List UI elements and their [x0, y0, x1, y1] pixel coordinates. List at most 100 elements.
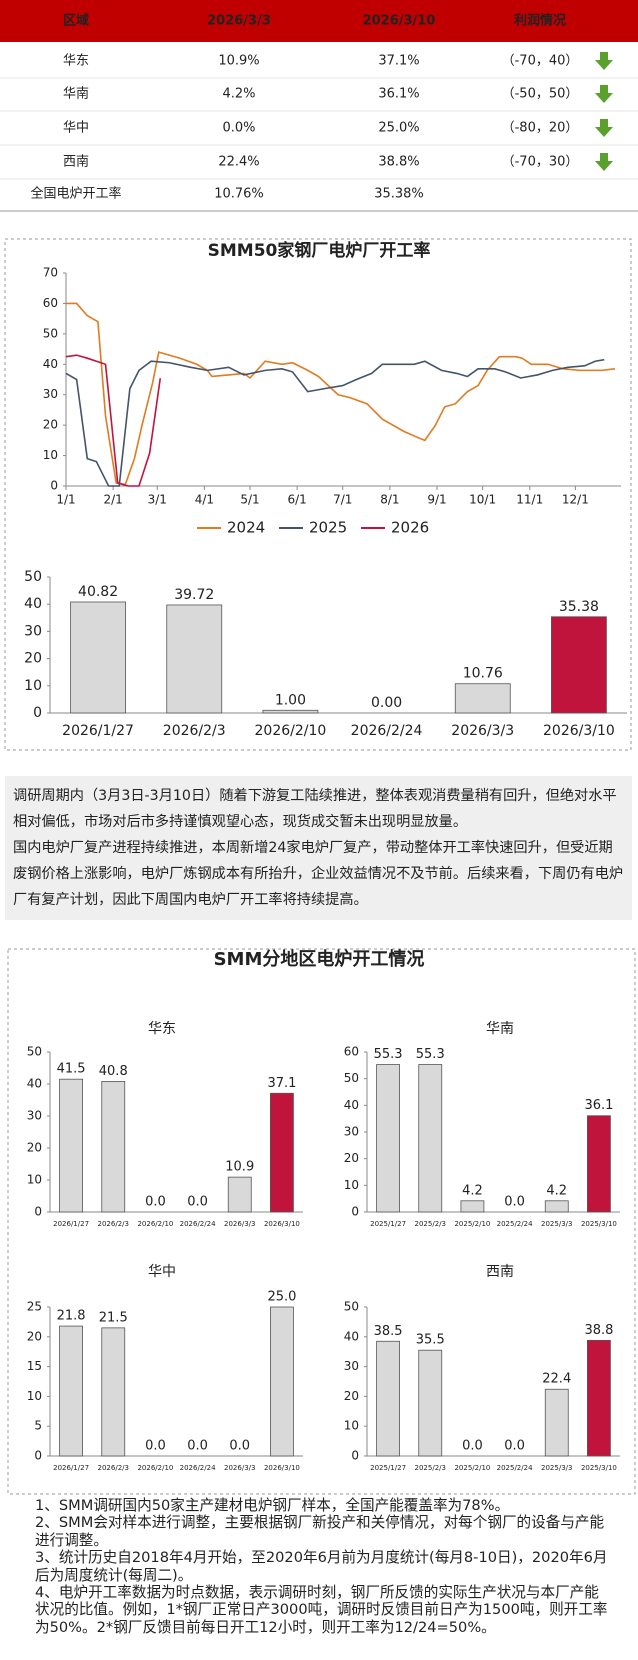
paragraph: 调研周期内（3月3日-3月10日）随着下游复工陆续推进，整体表观消费量稍有回升，… [13, 788, 617, 830]
x-tick-label: 2026/2/10 [137, 1464, 173, 1472]
y-tick-label: 20 [344, 1389, 359, 1403]
y-tick-label: 10 [43, 448, 58, 462]
table-cell: 22.4% [218, 155, 259, 170]
commentary: 调研周期内（3月3日-3月10日）随着下游复工陆续推进，整体表观消费量稍有回升，… [5, 776, 632, 920]
table-cell: （-80，20） [502, 121, 579, 136]
bar [70, 601, 126, 714]
table-cell: （-70，30） [502, 155, 579, 170]
y-tick-label: 0 [351, 1449, 359, 1463]
value-label: 41.5 [57, 1062, 86, 1077]
value-label: 25.0 [267, 1290, 296, 1305]
bar [418, 1064, 443, 1213]
y-tick-label: 50 [43, 326, 58, 340]
y-tick-label: 10 [344, 1178, 359, 1192]
y-tick-label: 40 [344, 1329, 359, 1343]
table-cell: 10.76% [214, 187, 264, 202]
y-tick-label: 30 [27, 1109, 42, 1123]
chart-frame [4, 238, 632, 751]
x-tick-label: 9/1 [427, 493, 446, 507]
x-tick-label: 2025/3/10 [581, 1220, 617, 1228]
chart-title: 华南 [486, 1021, 514, 1037]
chart-title: 华中 [148, 1264, 176, 1280]
x-tick-label: 3/1 [148, 493, 167, 507]
table-cell: 0.0% [222, 121, 255, 136]
y-tick-label: 30 [344, 1125, 359, 1139]
table-cell: 38.8% [378, 155, 419, 170]
y-tick-label: 20 [24, 651, 42, 667]
value-label: 0.0 [504, 1439, 525, 1454]
x-tick-label: 2025/3/3 [541, 1464, 572, 1472]
table-cell: 华南 [63, 86, 89, 102]
bar [262, 709, 319, 714]
down-arrow [595, 85, 613, 103]
x-tick-label: 2026/3/3 [451, 723, 514, 739]
value-label: 36.1 [584, 1098, 613, 1113]
y-tick-label: 50 [344, 1300, 359, 1314]
value-label: 38.5 [374, 1324, 403, 1339]
table-cell: 华东 [63, 54, 89, 69]
y-tick-label: 0 [351, 1205, 359, 1219]
table-header: 2026/3/3 [207, 14, 271, 29]
value-label: 4.2 [546, 1183, 567, 1198]
x-tick-label: 2026/3/10 [543, 723, 615, 739]
y-tick-label: 10 [24, 678, 42, 694]
bar [460, 1200, 485, 1213]
x-tick-label: 2026/2/24 [351, 723, 423, 739]
bar [587, 1115, 611, 1213]
bar [101, 1081, 126, 1213]
table-header-bg [0, 0, 638, 42]
value-label: 4.2 [462, 1183, 483, 1198]
value-label: 0.0 [504, 1195, 525, 1210]
x-tick-label: 2026/1/27 [62, 723, 134, 739]
chart-title: 华东 [148, 1021, 176, 1037]
table-cell: 10.9% [218, 54, 259, 69]
legend-label: 2025 [309, 519, 347, 537]
bar [418, 1349, 443, 1457]
y-tick-label: 5 [34, 1419, 42, 1433]
x-tick-label: 2/1 [103, 493, 122, 507]
x-tick-label: 2025/2/3 [415, 1220, 446, 1228]
y-tick-label: 50 [344, 1071, 359, 1085]
bar [59, 1078, 83, 1213]
chart-title: 西南 [486, 1264, 514, 1280]
x-tick-label: 2026/2/3 [98, 1220, 129, 1228]
x-tick-label: 5/1 [240, 493, 259, 507]
bar [376, 1064, 400, 1213]
table-cell: 西南 [63, 154, 89, 170]
x-tick-label: 2026/2/10 [255, 723, 327, 739]
y-tick-label: 15 [27, 1359, 42, 1373]
table-cell: 华中 [63, 121, 89, 136]
x-tick-label: 11/1 [516, 493, 543, 507]
x-tick-label: 10/1 [469, 493, 496, 507]
table-cell: （-50，50） [502, 87, 579, 102]
x-tick-label: 2026/2/24 [180, 1220, 216, 1228]
x-tick-label: 2025/1/27 [370, 1220, 406, 1228]
table-cell: （-70，40） [502, 54, 579, 69]
bar [270, 1092, 294, 1213]
y-tick-label: 20 [43, 418, 58, 432]
x-tick-label: 7/1 [333, 493, 352, 507]
x-tick-label: 2025/3/10 [581, 1464, 617, 1472]
table-cell: 37.1% [378, 54, 419, 69]
table-header: 区域 [63, 13, 89, 29]
x-tick-label: 2025/2/10 [454, 1220, 490, 1228]
x-tick-label: 2025/2/24 [497, 1464, 533, 1472]
y-tick-label: 60 [344, 1045, 359, 1059]
y-tick-label: 40 [43, 357, 58, 371]
bar [227, 1176, 252, 1213]
y-tick-label: 0 [50, 479, 58, 493]
y-tick-label: 10 [27, 1389, 42, 1403]
region-frame [7, 948, 636, 1495]
value-label: 0.0 [145, 1439, 166, 1454]
value-label: 10.9 [225, 1160, 254, 1175]
x-tick-label: 2025/2/3 [415, 1464, 446, 1472]
line-series [65, 358, 605, 487]
value-label: 38.8 [584, 1323, 613, 1338]
bar [101, 1327, 126, 1457]
y-tick-label: 10 [27, 1173, 42, 1187]
value-label: 21.5 [99, 1310, 128, 1325]
y-tick-label: 30 [43, 387, 58, 401]
y-tick-label: 20 [27, 1329, 42, 1343]
x-tick-label: 2025/2/10 [454, 1464, 490, 1472]
section-title: SMM分地区电炉开工情况 [214, 948, 425, 970]
